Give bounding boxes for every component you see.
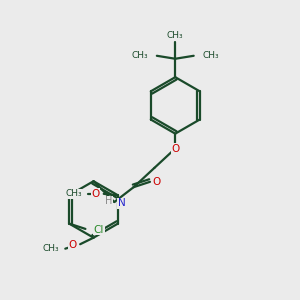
Text: O: O <box>152 177 161 187</box>
Text: CH₃: CH₃ <box>132 51 148 60</box>
Text: O: O <box>68 240 76 250</box>
Text: N: N <box>118 199 126 208</box>
Text: CH₃: CH₃ <box>202 51 219 60</box>
Text: O: O <box>91 189 100 199</box>
Text: H: H <box>106 196 113 206</box>
Text: CH₃: CH₃ <box>65 189 82 198</box>
Text: O: O <box>171 143 179 154</box>
Text: CH₃: CH₃ <box>167 32 184 40</box>
Text: Cl: Cl <box>94 224 104 235</box>
Text: CH₃: CH₃ <box>42 244 59 253</box>
